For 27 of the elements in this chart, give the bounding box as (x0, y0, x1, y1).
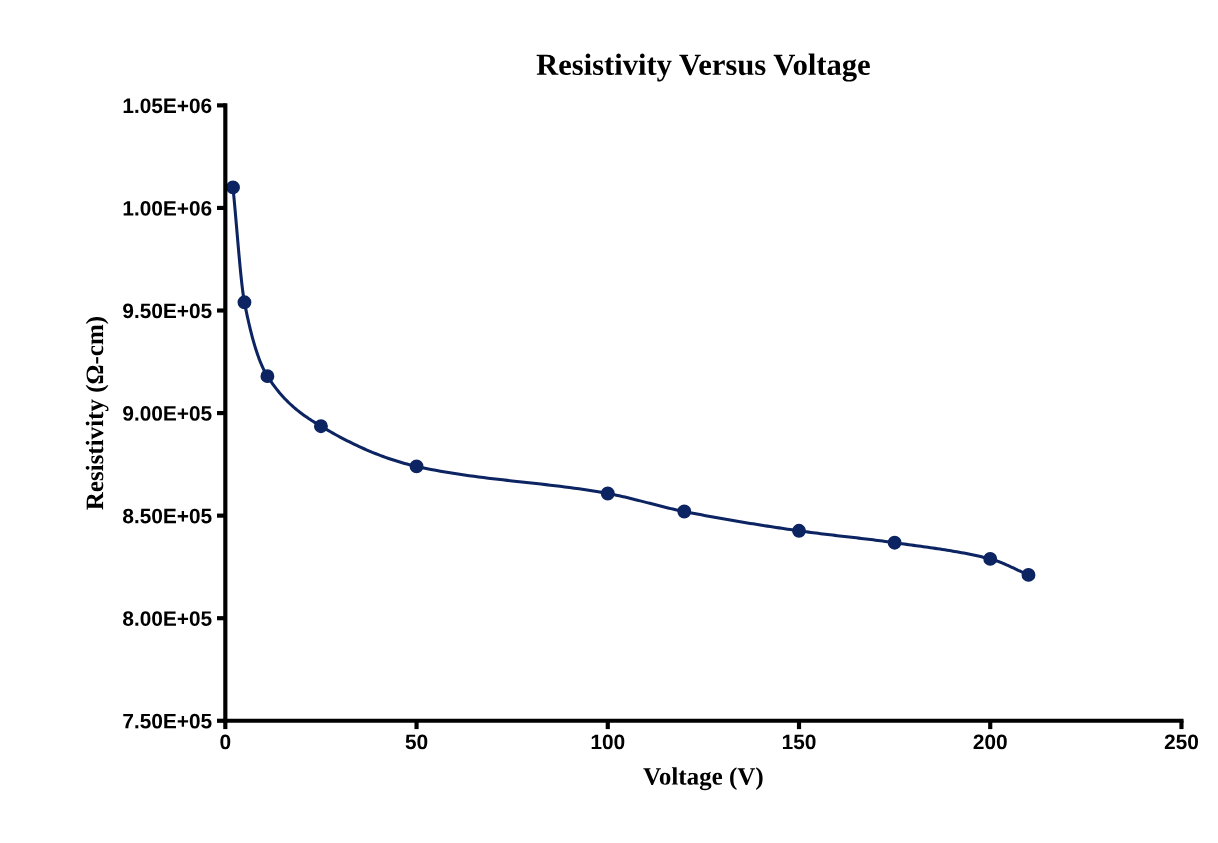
x-tick-label: 100 (591, 734, 625, 750)
point (887, 535, 902, 550)
x-axis-title: Voltage (V) (643, 767, 763, 791)
point (226, 180, 240, 195)
x-tick-label: 0 (220, 734, 231, 750)
point (600, 486, 615, 501)
point (983, 551, 998, 566)
point (792, 523, 806, 538)
y-tick-label: 1.05E+06 (123, 98, 212, 114)
point (409, 459, 424, 474)
chart-title: Resistivity Versus Voltage (536, 53, 870, 82)
y-tick-label: 8.50E+05 (123, 508, 212, 524)
x-tick-label: 200 (973, 734, 1007, 750)
point (260, 369, 275, 384)
y-axis-title: Resistivity (Ω-cm) (85, 317, 109, 510)
y-tick-label: 1.00E+06 (123, 200, 212, 216)
x-tick-label: 150 (782, 734, 816, 750)
y-tick-label: 8.00E+05 (123, 611, 212, 626)
point (1021, 567, 1036, 582)
point (237, 295, 252, 310)
x-tick-label: 50 (405, 734, 428, 750)
y-tick-label: 9.50E+05 (123, 303, 212, 319)
y-tick-label: 7.50E+05 (123, 713, 212, 729)
point (677, 504, 692, 519)
point (313, 419, 328, 434)
x-tick-label: 250 (1164, 734, 1198, 750)
y-tick-label: 9.00E+05 (123, 406, 212, 421)
